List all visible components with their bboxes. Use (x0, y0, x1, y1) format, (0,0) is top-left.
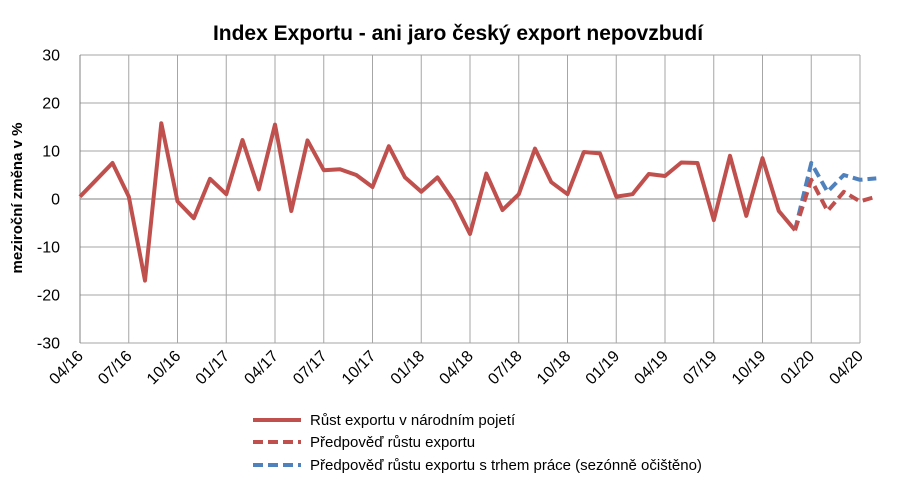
y-tick-label: 20 (42, 96, 60, 113)
legend: Růst exportu v národním pojetí Předpověď … (253, 412, 702, 474)
x-tick-label: 04/16 (46, 348, 86, 388)
series-line-0 (78, 121, 797, 283)
x-tick-label: 01/19 (583, 348, 623, 388)
chart-title: Index Exportu - ani jaro český export ne… (213, 22, 704, 45)
x-tick-label: 10/19 (729, 348, 769, 388)
y-tick-labels: 30 20 10 0 -10 -20 -30 (37, 48, 60, 353)
x-tick-label: 01/18 (388, 348, 428, 388)
x-tick-label: 04/20 (826, 348, 866, 388)
axes (79, 55, 860, 343)
x-tick-label: 04/18 (436, 348, 476, 388)
series-lines (78, 121, 877, 283)
x-tick-label: 01/17 (193, 348, 233, 388)
y-tick-label: -10 (37, 240, 60, 257)
x-tick-label: 01/20 (778, 348, 818, 388)
x-tick-label: 10/17 (339, 348, 379, 388)
x-tick-label: 04/19 (631, 348, 671, 388)
y-tick-label: 0 (51, 192, 60, 209)
x-tick-label: 07/19 (680, 348, 720, 388)
series-line-2 (793, 161, 877, 231)
x-tick-label: 07/16 (95, 348, 135, 388)
x-tick-label: 07/17 (290, 348, 330, 388)
legend-label-0: Růst exportu v národním pojetí (310, 412, 516, 429)
y-tick-label: 10 (42, 144, 60, 161)
legend-label-1: Předpověď růstu exportu (310, 434, 475, 451)
y-axis-label: meziroční změna v % (9, 123, 26, 274)
x-tick-label: 10/18 (534, 348, 574, 388)
series-line-1 (793, 177, 877, 231)
y-tick-label: -30 (37, 336, 60, 353)
x-tick-label: 10/16 (144, 348, 184, 388)
x-tick-label: 04/17 (241, 348, 281, 388)
x-tick-labels: 04/16 07/16 10/16 01/17 04/17 07/17 10/17 01/18… (46, 348, 866, 388)
x-tick-label: 07/18 (485, 348, 525, 388)
y-tick-label: 30 (42, 48, 60, 65)
y-tick-label: -20 (37, 288, 60, 305)
legend-label-2: Předpověď růstu exportu s trhem práce (s… (310, 457, 702, 474)
